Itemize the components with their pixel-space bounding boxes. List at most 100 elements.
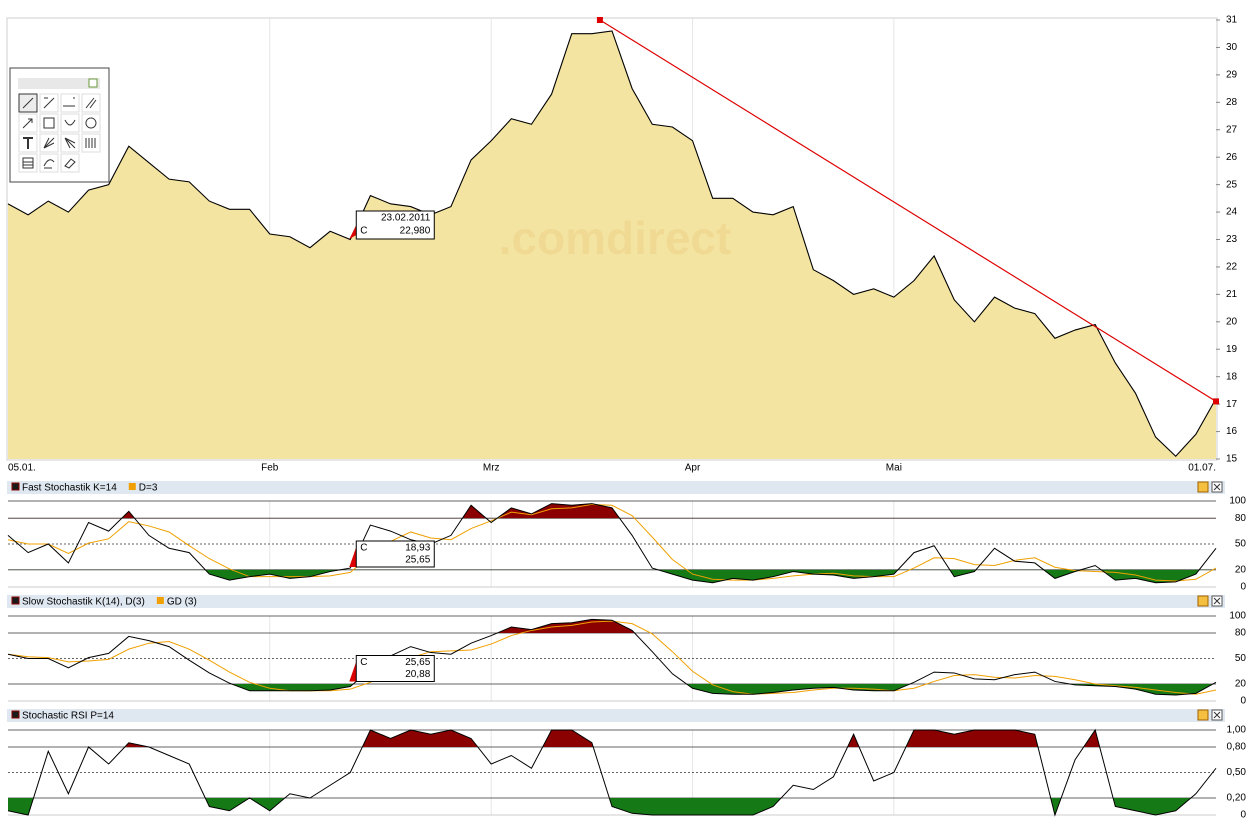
tool-icon (63, 97, 75, 107)
tool-icon (85, 138, 96, 148)
tooltip (355, 655, 435, 682)
legend-label: Stochastic RSI P=14 (22, 711, 114, 722)
y-tick-label: 1,00 (1227, 725, 1247, 736)
tooltip-date: 23.02.2011 (381, 213, 431, 224)
tool-icon (22, 157, 34, 169)
legend-swatch (11, 482, 20, 491)
x-tick-label: Mai (886, 463, 902, 474)
y-tick-label: 0 (1240, 696, 1246, 707)
tool-icon (22, 118, 33, 129)
toolbox-close[interactable] (88, 78, 98, 88)
watermark: .comdirect (499, 212, 732, 264)
y-tick-label: 16 (1226, 426, 1238, 437)
y-tick-label: 0 (1240, 582, 1246, 593)
tool-icon (43, 159, 55, 169)
x-tick-label: 01.07. (1188, 463, 1216, 474)
tool-icon (64, 158, 76, 169)
legend-swatch (156, 597, 164, 604)
legend-label: D=3 (139, 483, 158, 494)
panel-button[interactable] (1197, 709, 1209, 721)
tool-icon (22, 97, 34, 109)
series-line (7, 618, 1217, 696)
y-tick-label: 27 (1226, 124, 1238, 135)
panel-header (7, 709, 1225, 722)
lower-band-fill (8, 569, 1216, 583)
tooltip-value: 25,65 (405, 657, 430, 668)
upper-band-fill (8, 730, 1216, 747)
drawing-toolbox[interactable] (9, 67, 110, 183)
tool-icon (43, 117, 55, 129)
y-tick-label: 18 (1226, 371, 1238, 382)
panel-header (7, 481, 1225, 494)
tool-icon (43, 137, 55, 149)
y-tick-label: 15 (1226, 454, 1238, 465)
tool-button[interactable] (18, 153, 38, 173)
tooltip-label: C (360, 226, 367, 237)
tool-icon (43, 97, 55, 109)
tooltip-value: 22,980 (400, 226, 431, 237)
tooltip-pointer (349, 547, 357, 567)
tool-button[interactable] (81, 133, 101, 153)
trend-line (599, 19, 1217, 402)
y-tick-label: 20 (1235, 679, 1247, 690)
legend-label: Fast Stochastik K=14 (22, 483, 117, 494)
legend-label: GD (3) (167, 597, 197, 608)
y-tick-label: 0 (1240, 810, 1246, 821)
panel-button[interactable] (1197, 595, 1209, 607)
tooltip-pointer (349, 225, 357, 239)
legend-swatch (11, 596, 20, 605)
panel-close-x (1213, 483, 1221, 491)
tooltip-label: C (360, 657, 367, 668)
x-tick-label: Feb (261, 463, 279, 474)
y-tick-label: 26 (1226, 152, 1238, 163)
tool-icon (64, 137, 76, 149)
panel-close-x (1213, 711, 1221, 719)
panel-close-x (1213, 597, 1221, 605)
series-line (7, 503, 1217, 582)
tooltip-pointer (349, 661, 357, 682)
tool-icon (23, 137, 33, 149)
tooltip-label: C (360, 543, 367, 554)
y-tick-label: 100 (1229, 496, 1246, 507)
y-tick-label: 20 (1235, 564, 1247, 575)
tool-button[interactable] (60, 93, 80, 113)
tool-button[interactable] (60, 113, 80, 133)
y-tick-label: 80 (1235, 513, 1247, 524)
x-tick-label: Apr (685, 463, 701, 474)
y-tick-label: 28 (1226, 97, 1238, 108)
panel-header (7, 595, 1225, 608)
price-line (7, 30, 1217, 458)
upper-band-fill (8, 619, 1216, 633)
tooltip-value: 18,93 (405, 543, 430, 554)
tool-button[interactable] (60, 153, 80, 173)
tool-button[interactable] (39, 153, 59, 173)
y-tick-label: 50 (1235, 539, 1247, 550)
y-tick-label: 22 (1226, 262, 1238, 273)
y-tick-label: 17 (1226, 399, 1238, 410)
y-tick-label: 0,50 (1227, 767, 1247, 778)
trend-handle (1213, 398, 1219, 405)
y-tick-label: 29 (1226, 70, 1238, 81)
panel-button[interactable] (1197, 481, 1209, 493)
tooltip (355, 210, 435, 240)
tool-button[interactable] (81, 93, 101, 113)
price-area (8, 30, 1216, 459)
y-tick-label: 100 (1229, 611, 1246, 622)
series-line (7, 620, 1217, 695)
upper-band-fill (8, 503, 1216, 519)
tooltip-value: 25,65 (405, 555, 430, 566)
y-tick-label: 50 (1235, 653, 1247, 664)
legend-swatch (11, 710, 20, 719)
tool-icon (64, 119, 76, 126)
series-line (7, 728, 1217, 817)
legend-swatch (128, 483, 136, 490)
tool-button[interactable] (81, 113, 101, 133)
x-tick-label: Mrz (483, 463, 500, 474)
y-tick-label: 23 (1226, 234, 1238, 245)
tool-button[interactable] (39, 113, 59, 133)
trend-handle (596, 17, 603, 23)
y-tick-label: 19 (1226, 344, 1238, 355)
tool-icon (85, 97, 97, 109)
toolbox-titlebar (18, 78, 100, 89)
